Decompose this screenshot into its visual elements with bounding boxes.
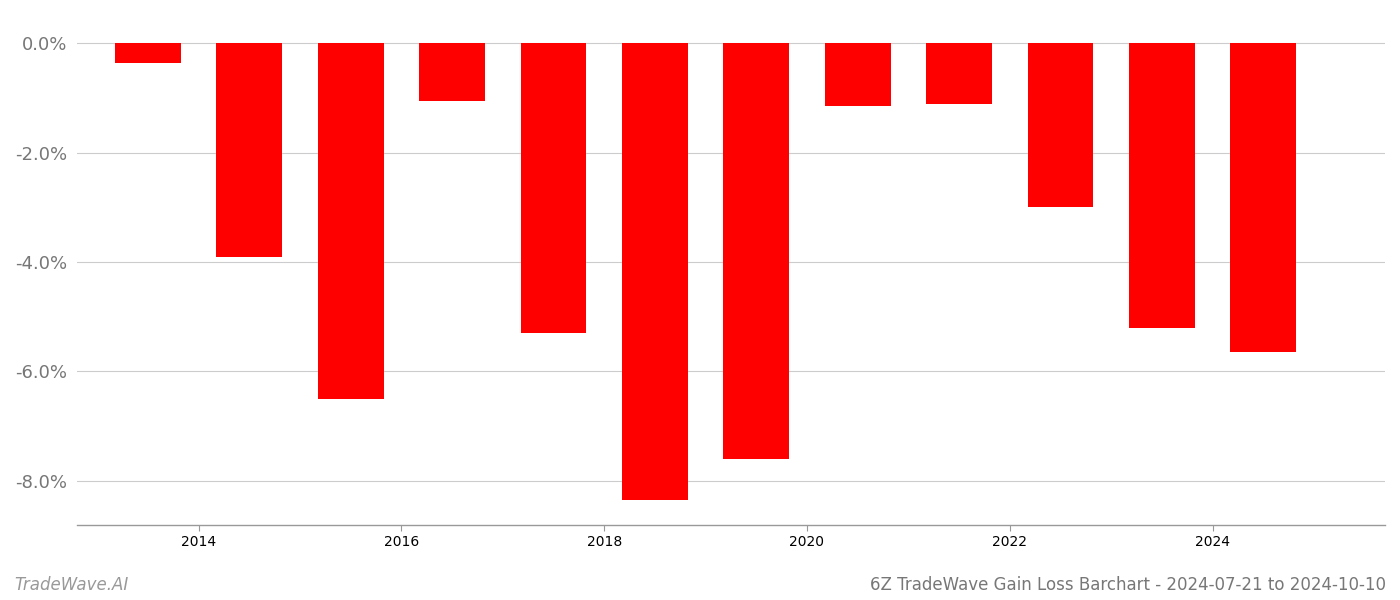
Bar [521,43,587,333]
Bar [622,43,687,500]
Bar [927,43,993,104]
Bar [1231,43,1296,352]
Bar [825,43,890,106]
Bar [115,43,181,62]
Bar [419,43,484,101]
Bar [1128,43,1194,328]
Bar [216,43,283,257]
Text: 6Z TradeWave Gain Loss Barchart - 2024-07-21 to 2024-10-10: 6Z TradeWave Gain Loss Barchart - 2024-0… [869,576,1386,594]
Bar [1028,43,1093,208]
Text: TradeWave.AI: TradeWave.AI [14,576,129,594]
Bar [724,43,790,459]
Bar [318,43,384,399]
